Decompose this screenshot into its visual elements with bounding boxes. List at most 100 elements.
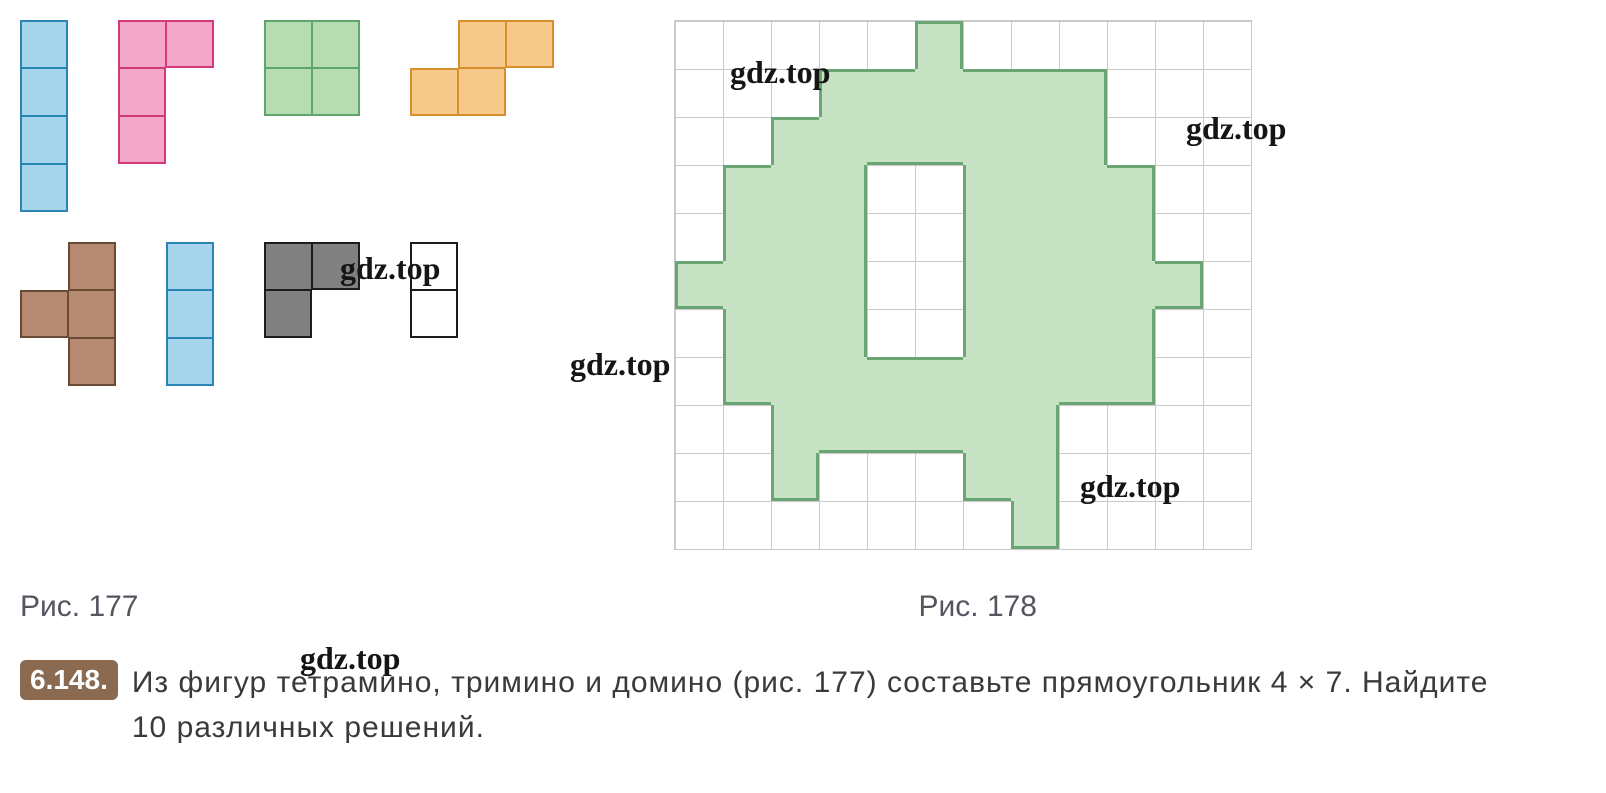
shape-cell bbox=[867, 357, 915, 405]
shape-cell bbox=[963, 165, 1011, 213]
shape-cell bbox=[1059, 165, 1107, 213]
shape-cell bbox=[723, 261, 771, 309]
figures-row bbox=[20, 20, 1586, 550]
shape-cell bbox=[1011, 453, 1059, 501]
shape-cell bbox=[1059, 309, 1107, 357]
shape-cell bbox=[771, 261, 819, 309]
shape-cell bbox=[963, 261, 1011, 309]
piece-O-tetromino bbox=[264, 20, 360, 116]
cell bbox=[68, 290, 116, 338]
cell bbox=[264, 20, 312, 68]
cell bbox=[410, 290, 458, 338]
shape-cell bbox=[1011, 117, 1059, 165]
shape-cell bbox=[915, 405, 963, 453]
cell bbox=[20, 290, 68, 338]
cell bbox=[118, 116, 166, 164]
piece-S-tetromino bbox=[410, 20, 554, 116]
cell bbox=[410, 242, 458, 290]
shape-cell bbox=[915, 69, 963, 117]
cell bbox=[264, 290, 312, 338]
shape-cell bbox=[1011, 357, 1059, 405]
shape-cell bbox=[963, 405, 1011, 453]
shape-cell bbox=[1011, 261, 1059, 309]
shape-cell bbox=[723, 357, 771, 405]
cell bbox=[20, 116, 68, 164]
left-pieces-column bbox=[20, 20, 554, 386]
cell bbox=[264, 242, 312, 290]
cell bbox=[410, 68, 458, 116]
shape-cell bbox=[1011, 405, 1059, 453]
shape-cell bbox=[675, 261, 723, 309]
cell bbox=[20, 68, 68, 116]
shape-cell bbox=[819, 165, 867, 213]
piece-domino bbox=[410, 242, 458, 338]
piece-I-tetromino bbox=[20, 20, 68, 212]
shape-cell bbox=[819, 69, 867, 117]
shape-cell bbox=[1011, 213, 1059, 261]
piece-T-tetromino bbox=[20, 242, 116, 386]
cell bbox=[312, 242, 360, 290]
cell bbox=[166, 20, 214, 68]
cell bbox=[506, 20, 554, 68]
shape-cell bbox=[771, 357, 819, 405]
shape-cell bbox=[963, 117, 1011, 165]
shape-cell bbox=[1107, 261, 1155, 309]
shape-cell bbox=[867, 405, 915, 453]
shape-cell bbox=[771, 405, 819, 453]
exercise-number-badge: 6.148. bbox=[20, 660, 118, 700]
cell bbox=[118, 20, 166, 68]
cell bbox=[68, 338, 116, 386]
exercise-text: Из фигур тетрамино, тримино и домино (ри… bbox=[132, 660, 1532, 750]
shape-cell bbox=[1107, 213, 1155, 261]
shape-cell bbox=[1059, 117, 1107, 165]
piece-I-trimino bbox=[166, 242, 214, 386]
page: Рис. 177 Рис. 178 6.148. Из фигур тетрам… bbox=[20, 20, 1586, 750]
shape-cell bbox=[723, 309, 771, 357]
shape-cell bbox=[1011, 69, 1059, 117]
cell bbox=[20, 20, 68, 68]
piece-L-trimino bbox=[264, 242, 360, 338]
shape-cell bbox=[819, 405, 867, 453]
shape-cell bbox=[915, 21, 963, 69]
shape-cell bbox=[1059, 261, 1107, 309]
caption-left: Рис. 177 bbox=[20, 590, 139, 624]
shape-cell bbox=[819, 357, 867, 405]
shape-cell bbox=[819, 213, 867, 261]
right-figure bbox=[674, 20, 1252, 550]
caption-right: Рис. 178 bbox=[919, 590, 1038, 624]
shape-cell bbox=[771, 117, 819, 165]
shape-cell bbox=[1011, 165, 1059, 213]
shape-cell bbox=[1059, 357, 1107, 405]
shape-cell bbox=[867, 117, 915, 165]
shape-cell bbox=[1107, 165, 1155, 213]
shape-cell bbox=[771, 453, 819, 501]
shape-cell bbox=[1011, 501, 1059, 549]
pieces-row-2 bbox=[20, 242, 554, 386]
shape-cell bbox=[723, 165, 771, 213]
cell bbox=[166, 338, 214, 386]
cell bbox=[20, 164, 68, 212]
shape-cell bbox=[963, 309, 1011, 357]
shape-cell bbox=[1155, 261, 1203, 309]
cell bbox=[118, 68, 166, 116]
shape-cell bbox=[1059, 213, 1107, 261]
shape-cell bbox=[723, 213, 771, 261]
shape-cell bbox=[819, 117, 867, 165]
piece-L-tetromino bbox=[118, 20, 214, 164]
shape-cell bbox=[915, 117, 963, 165]
cell bbox=[264, 68, 312, 116]
shape-cell bbox=[819, 261, 867, 309]
pieces-row-1 bbox=[20, 20, 554, 212]
cell bbox=[458, 68, 506, 116]
shape-cell bbox=[819, 309, 867, 357]
shape-cell bbox=[1107, 357, 1155, 405]
shape-cell bbox=[915, 357, 963, 405]
right-grid bbox=[674, 20, 1252, 550]
shape-cell bbox=[963, 357, 1011, 405]
shape-cell bbox=[963, 213, 1011, 261]
shape-cell bbox=[1011, 309, 1059, 357]
cell bbox=[68, 242, 116, 290]
caption-row: Рис. 177 Рис. 178 bbox=[20, 590, 1586, 624]
cell bbox=[166, 242, 214, 290]
shape-cell bbox=[771, 309, 819, 357]
